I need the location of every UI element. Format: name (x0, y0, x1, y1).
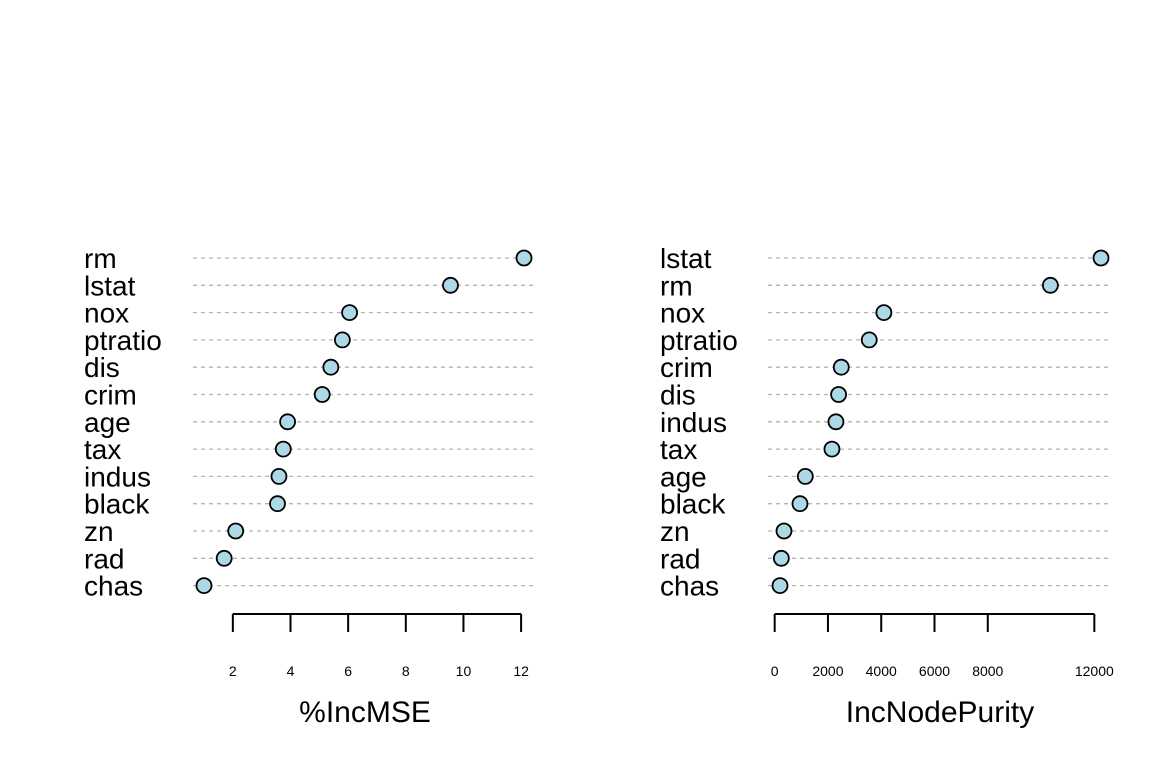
point-dis (830, 386, 848, 403)
point-crim (313, 386, 331, 403)
category-label-rad: rad (660, 543, 700, 574)
category-label-rm: rm (84, 243, 117, 274)
point-ptratio (860, 331, 878, 349)
x-tick-label-8: 8 (402, 663, 410, 679)
category-label-chas: chas (84, 571, 143, 602)
point-ptratio (333, 331, 351, 349)
point-tax (823, 440, 841, 458)
point-black (791, 495, 809, 513)
x-tick-label-0: 0 (771, 663, 779, 679)
point-indus (827, 413, 845, 431)
point-rad (772, 549, 790, 567)
category-label-nox: nox (84, 298, 129, 329)
point-tax (274, 440, 292, 458)
category-label-indus: indus (84, 461, 151, 492)
category-label-crim: crim (660, 352, 713, 383)
x-tick-label-2: 2 (229, 663, 237, 679)
incmse-panel: rmlstatnoxptratiodiscrimagetaxindusblack… (84, 243, 537, 729)
x-axis-title: %IncMSE (299, 696, 431, 729)
x-tick-label-4000: 4000 (866, 663, 897, 679)
category-label-zn: zn (84, 516, 114, 547)
point-nox (875, 304, 893, 322)
category-label-rm: rm (660, 270, 693, 301)
category-label-zn: zn (660, 516, 690, 547)
category-label-age: age (660, 461, 707, 492)
point-nox (341, 304, 358, 322)
category-label-black: black (660, 489, 726, 520)
category-label-rad: rad (84, 543, 124, 574)
category-label-dis: dis (660, 380, 696, 411)
point-age (796, 467, 814, 485)
category-label-nox: nox (660, 298, 705, 329)
category-label-ptratio: ptratio (660, 325, 738, 356)
category-label-black: black (84, 489, 150, 520)
point-zn (227, 522, 245, 540)
x-tick-label-12: 12 (513, 663, 529, 679)
point-lstat (1092, 249, 1110, 267)
category-label-age: age (84, 407, 131, 438)
point-lstat (442, 276, 459, 294)
x-tick-label-12000: 12000 (1075, 663, 1114, 679)
x-tick-label-2000: 2000 (812, 663, 843, 679)
category-label-dis: dis (84, 352, 120, 383)
x-tick-label-6000: 6000 (919, 663, 950, 679)
incnodepurity-panel: lstatrmnoxptratiocrimdisindustaxageblack… (660, 243, 1114, 729)
point-zn (775, 522, 793, 540)
category-label-indus: indus (660, 407, 727, 438)
category-label-ptratio: ptratio (84, 325, 162, 356)
x-tick-label-6: 6 (344, 663, 352, 679)
point-rm (515, 249, 533, 267)
category-label-lstat: lstat (660, 243, 712, 274)
point-chas (195, 577, 213, 594)
x-tick-label-4: 4 (287, 663, 295, 679)
point-chas (771, 577, 789, 594)
point-crim (832, 358, 850, 376)
x-tick-label-8000: 8000 (972, 663, 1003, 679)
point-black (269, 495, 286, 513)
x-axis-title: IncNodePurity (846, 696, 1034, 729)
point-rad (215, 549, 233, 567)
point-indus (270, 467, 288, 485)
point-rm (1041, 276, 1059, 294)
point-age (279, 413, 297, 431)
category-label-chas: chas (660, 571, 719, 602)
category-label-crim: crim (84, 380, 137, 411)
category-label-tax: tax (84, 434, 121, 465)
category-label-tax: tax (660, 434, 697, 465)
x-tick-label-10: 10 (456, 663, 472, 679)
point-dis (322, 358, 340, 376)
category-label-lstat: lstat (84, 270, 136, 301)
